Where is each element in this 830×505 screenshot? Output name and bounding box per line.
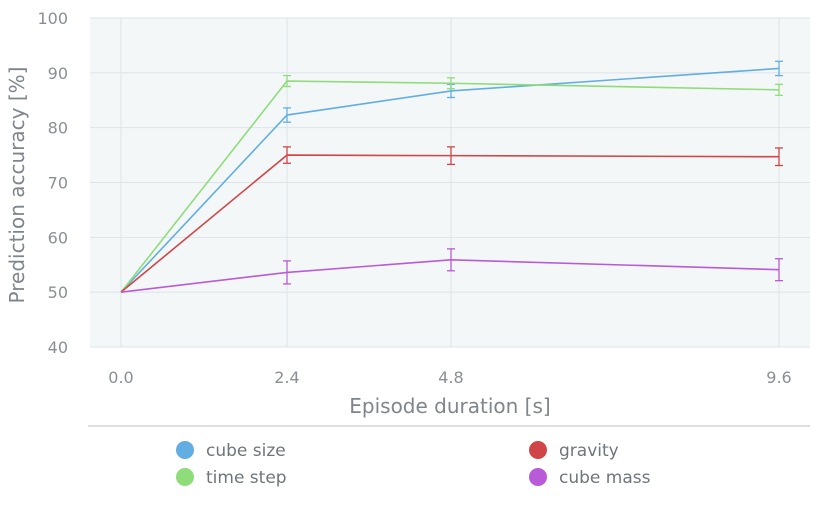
series-line — [120, 154, 780, 293]
legend-swatch — [176, 468, 194, 486]
y-tick-label: 80 — [48, 119, 68, 138]
series-layer — [120, 60, 783, 293]
legend-item-time-step: time step — [176, 468, 287, 488]
legend-label: gravity — [559, 441, 619, 461]
legend: cube size time step gravity cube mass — [176, 441, 651, 488]
y-axis-label: Prediction accuracy [%] — [5, 67, 29, 304]
legend-swatch — [529, 441, 547, 459]
x-tick-label: 9.6 — [766, 368, 791, 387]
legend-item-cube-mass: cube mass — [529, 468, 651, 488]
x-tick-label: 4.8 — [438, 368, 463, 387]
legend-swatch — [176, 441, 194, 459]
y-axis-ticks: 40 50 60 70 80 90 100 — [37, 9, 68, 357]
y-tick-label: 100 — [37, 9, 68, 28]
x-axis-ticks: 0.0 2.4 4.8 9.6 — [108, 368, 791, 387]
legend-label: cube mass — [559, 468, 651, 488]
y-tick-label: 90 — [48, 64, 68, 83]
legend-swatch — [529, 468, 547, 486]
series-cube-mass — [120, 248, 783, 293]
x-tick-label: 0.0 — [108, 368, 133, 387]
legend-item-cube-size: cube size — [176, 441, 286, 461]
legend-item-gravity: gravity — [529, 441, 619, 461]
series-time-step — [120, 74, 783, 293]
x-tick-label: 2.4 — [274, 368, 299, 387]
x-axis-label: Episode duration [s] — [349, 394, 550, 418]
series-line — [120, 80, 780, 293]
y-tick-label: 70 — [48, 174, 68, 193]
series-line — [120, 259, 780, 293]
y-tick-label: 50 — [48, 283, 68, 302]
series-gravity — [120, 146, 783, 293]
y-tick-label: 40 — [48, 338, 68, 357]
legend-label: cube size — [206, 441, 286, 461]
grid — [90, 17, 810, 348]
legend-label: time step — [206, 468, 287, 488]
y-tick-label: 60 — [48, 228, 68, 247]
series-line — [120, 67, 780, 293]
